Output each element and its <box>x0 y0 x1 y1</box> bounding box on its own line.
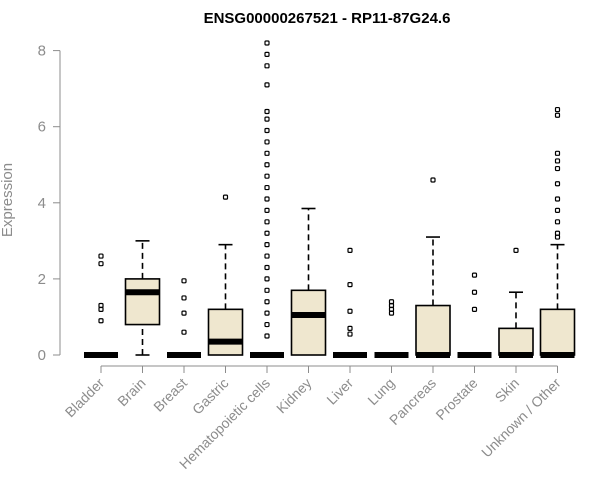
x-tick-label: Breast <box>150 375 190 415</box>
box-hematopoietic-cells <box>250 40 284 358</box>
outlier-point <box>554 230 561 236</box>
outlier-point <box>181 329 187 335</box>
outlier-point <box>264 150 270 156</box>
outlier-point <box>554 181 561 187</box>
outlier-point <box>264 242 270 248</box>
y-tick-label: 8 <box>38 43 46 60</box>
x-tick-label: Liver <box>323 375 356 408</box>
outlier-point <box>264 173 270 179</box>
x-tick-label: Bladder <box>62 375 108 421</box>
outlier-point <box>264 207 270 214</box>
outlier-point <box>264 139 270 145</box>
outlier-point <box>264 184 270 191</box>
outlier-point <box>264 40 270 46</box>
outlier-point <box>264 196 270 202</box>
outlier-point <box>264 321 270 328</box>
outlier-point <box>264 264 270 271</box>
outlier-point <box>98 261 104 267</box>
y-axis-label: Expression <box>0 163 16 237</box>
iqr-box <box>415 304 451 356</box>
outlier-point <box>554 112 561 118</box>
box-brain <box>124 240 161 356</box>
outlier-point <box>347 308 353 314</box>
x-tick-label: Unknown / Other <box>478 375 564 461</box>
outlier-point <box>430 177 436 183</box>
outlier-point <box>264 310 270 316</box>
outlier-point <box>264 287 270 293</box>
outlier-point <box>264 127 270 134</box>
outlier-point <box>264 63 270 69</box>
y-tick-label: 0 <box>38 347 46 364</box>
y-tick-label: 4 <box>38 195 46 212</box>
outlier-point <box>264 230 270 236</box>
outlier-point <box>222 194 229 200</box>
box-pancreas <box>415 177 451 358</box>
outlier-point <box>347 325 353 331</box>
outlier-point <box>554 158 561 164</box>
outlier-point <box>471 306 478 312</box>
outlier-point <box>554 196 561 202</box>
outlier-point <box>554 207 561 214</box>
iqr-box <box>539 308 576 356</box>
outlier-point <box>471 272 478 278</box>
outlier-point <box>264 116 270 122</box>
iqr-box <box>207 308 244 356</box>
outlier-point <box>347 282 353 288</box>
x-tick-label: Brain <box>114 375 148 409</box>
outlier-point <box>181 278 187 284</box>
box-unknown-other <box>539 106 576 358</box>
outlier-point <box>264 82 270 88</box>
y-tick-label: 2 <box>38 271 46 288</box>
box-liver <box>333 247 367 358</box>
outlier-point <box>264 333 270 339</box>
box-kidney <box>290 207 327 356</box>
outlier-point <box>181 295 187 301</box>
outlier-point <box>181 310 187 316</box>
outlier-point <box>264 219 270 225</box>
iqr-box <box>498 327 534 356</box>
outlier-point <box>554 106 561 113</box>
outlier-point <box>264 253 270 259</box>
box-gastric <box>207 194 244 356</box>
outlier-point <box>347 331 353 337</box>
iqr-box <box>290 289 327 356</box>
outlier-point <box>264 299 270 305</box>
outlier-point <box>264 108 270 115</box>
x-tick-label: Prostate <box>432 375 480 423</box>
box-bladder <box>84 253 118 358</box>
box-breast <box>167 278 201 358</box>
plot-area <box>84 40 576 358</box>
outlier-point <box>347 247 353 253</box>
box-lung <box>374 299 409 358</box>
outlier-point <box>471 289 478 295</box>
outlier-point <box>264 51 270 58</box>
outlier-point <box>264 276 270 282</box>
outlier-point <box>554 219 561 225</box>
outlier-point <box>264 162 270 168</box>
y-axis: 0 2 4 6 8 <box>38 43 61 364</box>
y-tick-label: 6 <box>38 119 46 136</box>
box-prostate <box>457 272 492 358</box>
x-tick-label: Lung <box>364 375 397 408</box>
x-tick-label: Skin <box>492 375 523 406</box>
box-skin <box>498 247 534 358</box>
outlier-point <box>98 253 104 259</box>
chart-title: ENSG00000267521 - RP11-87G24.6 <box>204 10 451 27</box>
x-tick-label: Kidney <box>273 375 315 417</box>
outlier-point <box>98 302 104 309</box>
outlier-point <box>554 150 561 156</box>
outlier-point <box>98 318 104 324</box>
iqr-box <box>124 278 161 326</box>
outlier-point <box>554 165 561 172</box>
outlier-point <box>388 299 395 305</box>
outlier-point <box>513 247 519 253</box>
